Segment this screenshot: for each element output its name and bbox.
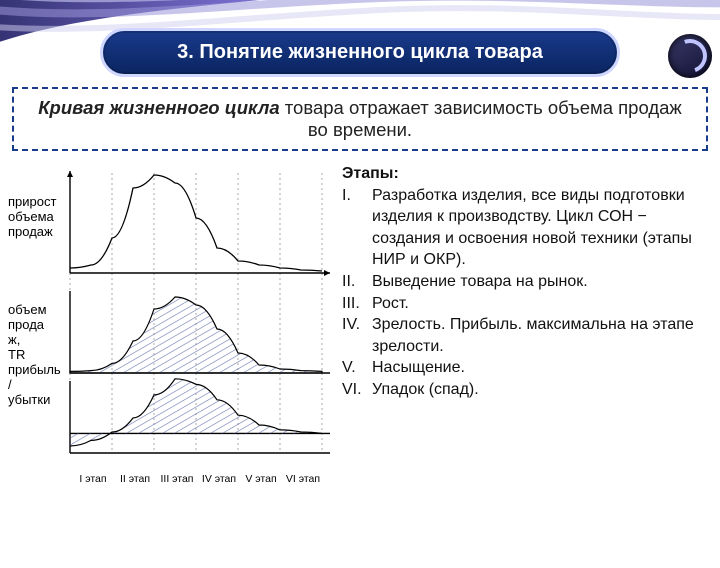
stage-roman: II. (342, 271, 372, 293)
slide-title: 3. Понятие жизненного цикла товара (100, 28, 620, 77)
stage-axis-label: I этап (72, 473, 114, 485)
stage-item: IV.Зрелость. Прибыль. максимальна на эта… (342, 314, 710, 357)
stages-heading: Этапы: (342, 163, 710, 185)
stage-item: III.Рост. (342, 293, 710, 315)
stage-axis-label: IV этап (198, 473, 240, 485)
lifecycle-chart (66, 163, 336, 473)
corner-logo-icon (668, 34, 712, 78)
stage-labels-row: I этапII этапIII этапIV этапV этапVI эта… (72, 473, 324, 485)
stage-axis-label: II этап (114, 473, 156, 485)
stage-text: Упадок (спад). (372, 379, 479, 401)
stage-text: Выведение товара на рынок. (372, 271, 588, 293)
stage-text: Рост. (372, 293, 409, 315)
stage-roman: V. (342, 357, 372, 379)
stage-item: VI.Упадок (спад). (342, 379, 710, 401)
subtitle-emphasis: Кривая жизненного цикла (38, 97, 279, 118)
stage-axis-label: VI этап (282, 473, 324, 485)
subtitle-rest: товара отражает зависимость объема прода… (280, 97, 682, 140)
stage-item: II.Выведение товара на рынок. (342, 271, 710, 293)
subtitle-box: Кривая жизненного цикла товара отражает … (12, 87, 708, 151)
stage-text: Насыщение. (372, 357, 465, 379)
stage-text: Зрелость. Прибыль. максимальна на этапе … (372, 314, 710, 357)
stage-roman: III. (342, 293, 372, 315)
stage-axis-label: V этап (240, 473, 282, 485)
stage-roman: IV. (342, 314, 372, 357)
stage-item: V.Насыщение. (342, 357, 710, 379)
stage-roman: VI. (342, 379, 372, 401)
chart-bottom-label: объем прода ж, TR прибыль / убытки (8, 303, 61, 408)
stages-list: I.Разработка изделия, все виды подготовк… (342, 185, 710, 401)
stage-text: Разработка изделия, все виды подготовки … (372, 185, 710, 271)
stages-text-column: Этапы: I.Разработка изделия, все виды по… (336, 163, 710, 401)
stage-axis-label: III этап (156, 473, 198, 485)
stage-roman: I. (342, 185, 372, 271)
stage-item: I.Разработка изделия, все виды подготовк… (342, 185, 710, 271)
chart-column: прирост объема продаж объем прода ж, TR … (6, 163, 336, 401)
chart-top-label: прирост объема продаж (8, 195, 56, 240)
